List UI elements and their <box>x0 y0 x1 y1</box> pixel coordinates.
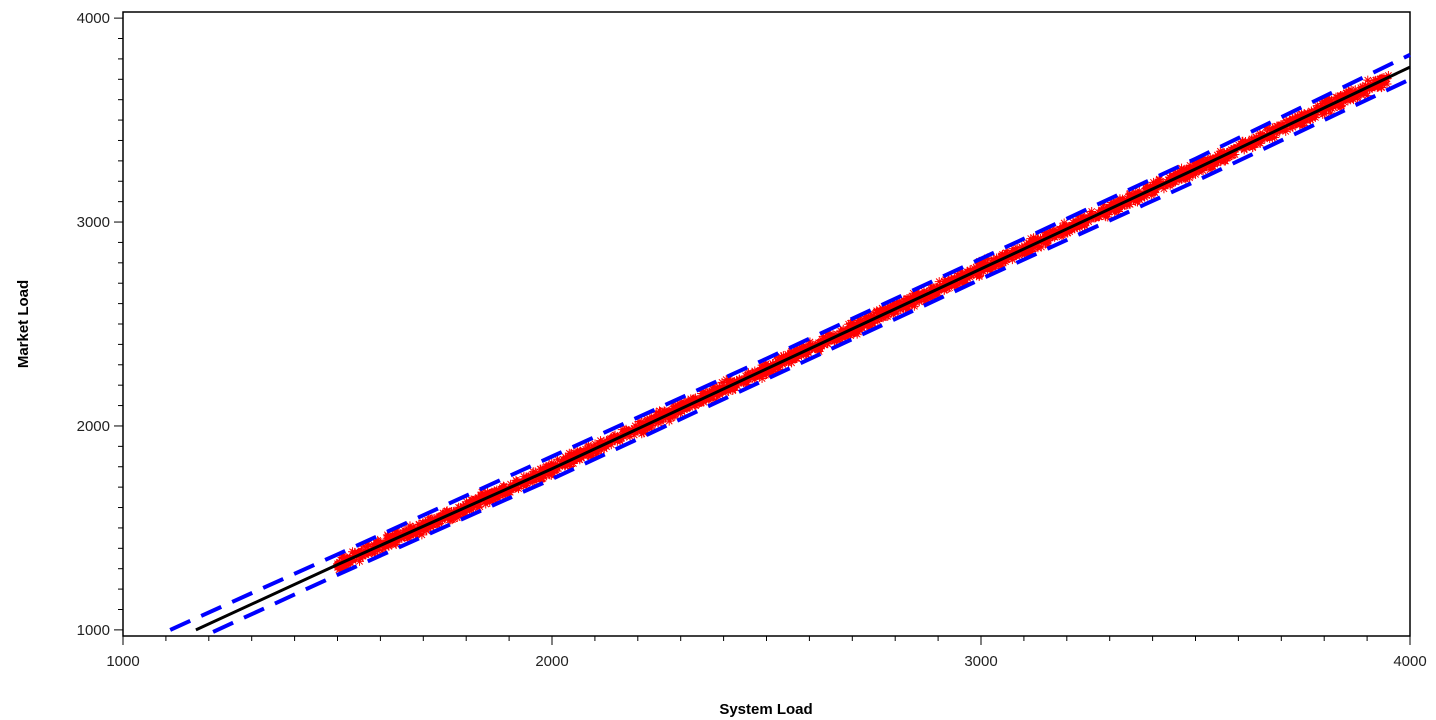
y-tick-label: 4000 <box>77 10 110 27</box>
y-tick-label: 1000 <box>77 622 110 639</box>
y-axis-title: Market Load <box>15 280 32 368</box>
fitted-line <box>195 65 1411 632</box>
x-tick-label: 1000 <box>106 653 139 670</box>
y-tick-label: 2000 <box>77 418 110 435</box>
x-tick-label: 4000 <box>1393 653 1426 670</box>
x-axis: 1000 2000 3000 4000 <box>106 636 1427 670</box>
lower-confidence-band <box>212 77 1411 634</box>
fit-lines <box>169 53 1411 634</box>
x-tick-label: 2000 <box>535 653 568 670</box>
y-tick-label: 3000 <box>77 214 110 231</box>
upper-confidence-band <box>169 53 1411 632</box>
y-axis: 1000 2000 3000 4000 <box>77 10 123 639</box>
plot-frame <box>122 11 1411 637</box>
x-tick-label: 3000 <box>964 653 997 670</box>
x-axis-title: System Load <box>719 701 812 718</box>
